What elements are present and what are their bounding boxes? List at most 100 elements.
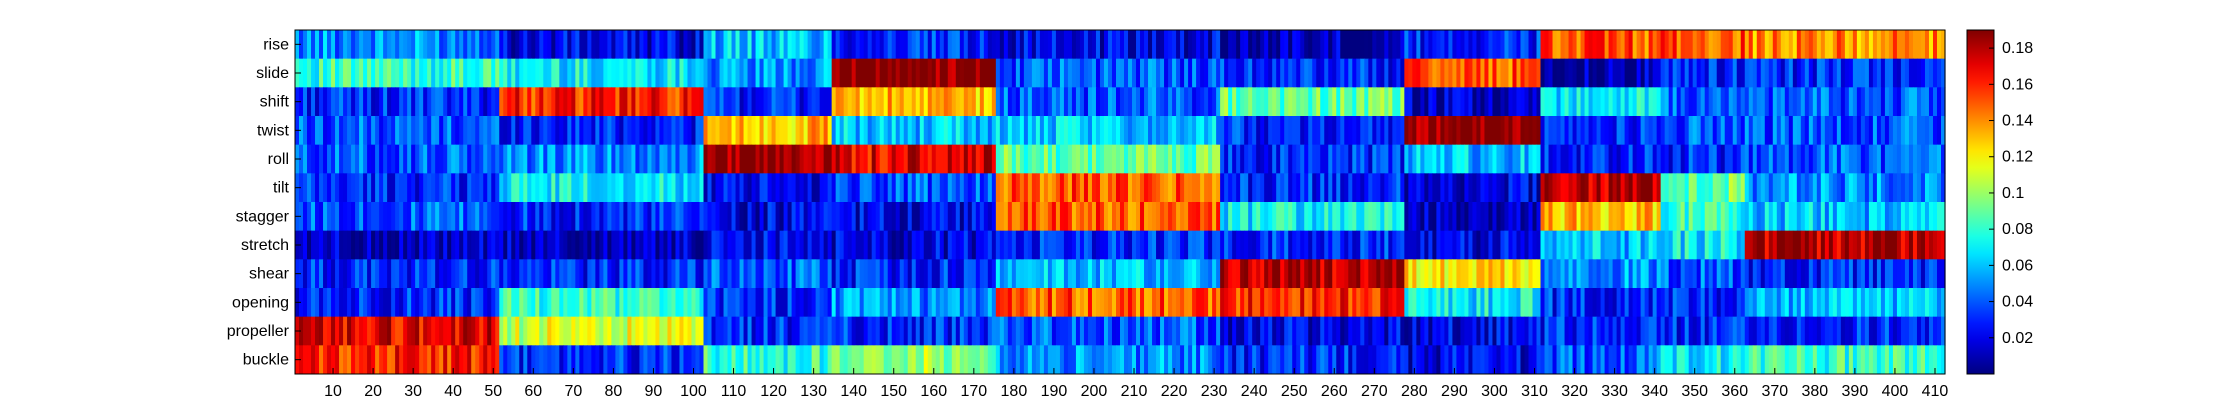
heatmap-cell — [1852, 316, 1858, 346]
heatmap-cell — [1560, 345, 1566, 375]
heatmap-cell — [991, 230, 997, 260]
heatmap-cell — [1660, 202, 1666, 232]
heatmap-cell — [1872, 288, 1878, 318]
heatmap-cell — [815, 345, 821, 375]
heatmap-cell — [1660, 30, 1666, 60]
heatmap-cell — [351, 230, 356, 260]
heatmap-cell — [1876, 288, 1882, 318]
heatmap-cell — [1696, 116, 1702, 146]
heatmap-cell — [1468, 173, 1474, 203]
heatmap-cell — [1720, 173, 1726, 203]
heatmap-cell — [763, 259, 769, 289]
heatmap-cell — [1316, 58, 1321, 88]
heatmap-cell — [1548, 288, 1554, 318]
heatmap-cell — [1312, 144, 1317, 174]
heatmap-cell — [551, 259, 556, 289]
heatmap-cell — [1136, 259, 1141, 289]
heatmap-cell — [1732, 259, 1738, 289]
heatmap-cell — [1540, 173, 1546, 203]
heatmap-cell — [1288, 316, 1293, 346]
heatmap-cell — [775, 87, 781, 117]
heatmap-cell — [819, 87, 825, 117]
heatmap-cell — [1352, 58, 1357, 88]
heatmap-cell — [1388, 230, 1393, 260]
heatmap-cell — [363, 173, 368, 203]
heatmap-cell — [971, 316, 977, 346]
heatmap-cell — [1600, 87, 1606, 117]
heatmap-cell — [855, 288, 861, 318]
heatmap-cell — [1652, 87, 1658, 117]
heatmap-cell — [979, 144, 985, 174]
heatmap-cell — [835, 288, 841, 318]
heatmap-cell — [1740, 173, 1746, 203]
heatmap-cell — [1804, 87, 1810, 117]
heatmap-cell — [1124, 116, 1129, 146]
heatmap-cell — [351, 345, 356, 375]
heatmap-cell — [1120, 345, 1125, 375]
heatmap-cell — [1740, 30, 1746, 60]
heatmap-cell — [1528, 316, 1534, 346]
heatmap-cell — [1136, 30, 1141, 60]
heatmap-cell — [655, 202, 661, 232]
heatmap-cell — [599, 87, 604, 117]
heatmap-cell — [1240, 30, 1245, 60]
heatmap-cell — [739, 58, 745, 88]
heatmap-cell — [299, 30, 304, 60]
heatmap-cell — [1824, 288, 1830, 318]
heatmap-cell — [1140, 345, 1145, 375]
heatmap-cell — [1820, 87, 1826, 117]
heatmap-cell — [1156, 173, 1161, 203]
heatmap-cell — [1728, 259, 1734, 289]
heatmap-cell — [1492, 316, 1498, 346]
heatmap-cell — [1904, 288, 1910, 318]
heatmap-cell — [407, 259, 412, 289]
heatmap-cell — [347, 173, 352, 203]
heatmap-cell — [431, 259, 436, 289]
heatmap-cell — [783, 173, 789, 203]
heatmap-cell — [1624, 230, 1630, 260]
heatmap-cell — [495, 144, 500, 174]
heatmap-cell — [1916, 230, 1922, 260]
heatmap-cell — [823, 87, 829, 117]
heatmap-cell — [1896, 58, 1902, 88]
heatmap-cell — [515, 345, 520, 375]
heatmap-cell — [411, 144, 416, 174]
heatmap-cell — [971, 259, 977, 289]
heatmap-cell — [1400, 316, 1405, 346]
heatmap-cell — [931, 87, 937, 117]
heatmap-cell — [611, 30, 616, 60]
heatmap-cell — [503, 230, 508, 260]
heatmap-cell — [395, 288, 400, 318]
heatmap-cell — [667, 345, 673, 375]
heatmap-cell — [1216, 144, 1221, 174]
heatmap-cell — [1804, 316, 1810, 346]
heatmap-cell — [367, 58, 372, 88]
heatmap-cell — [815, 230, 821, 260]
heatmap-cell — [595, 58, 600, 88]
heatmap-cell — [679, 58, 685, 88]
heatmap-cell — [1083, 116, 1089, 146]
heatmap-cell — [1344, 58, 1349, 88]
heatmap-cell — [1504, 30, 1510, 60]
heatmap-cell — [1672, 30, 1678, 60]
heatmap-cell — [615, 173, 620, 203]
heatmap-cell — [759, 288, 765, 318]
heatmap-cell — [1892, 116, 1898, 146]
heatmap-cell — [387, 58, 392, 88]
heatmap-cell — [1524, 230, 1530, 260]
heatmap-cell — [1908, 144, 1914, 174]
heatmap-cell — [1288, 30, 1293, 60]
heatmap-cell — [815, 30, 821, 60]
heatmap-cell — [1204, 144, 1209, 174]
heatmap-cell — [1424, 259, 1429, 289]
heatmap-cell — [1808, 173, 1814, 203]
heatmap-cell — [643, 288, 649, 318]
heatmap-cell — [1232, 230, 1237, 260]
heatmap-cell — [1864, 116, 1870, 146]
heatmap-cell — [1764, 173, 1770, 203]
heatmap-cell — [1015, 230, 1021, 260]
heatmap-cell — [1880, 87, 1886, 117]
heatmap-cell — [783, 202, 789, 232]
heatmap-cell — [1356, 230, 1361, 260]
heatmap-cell — [1796, 230, 1802, 260]
